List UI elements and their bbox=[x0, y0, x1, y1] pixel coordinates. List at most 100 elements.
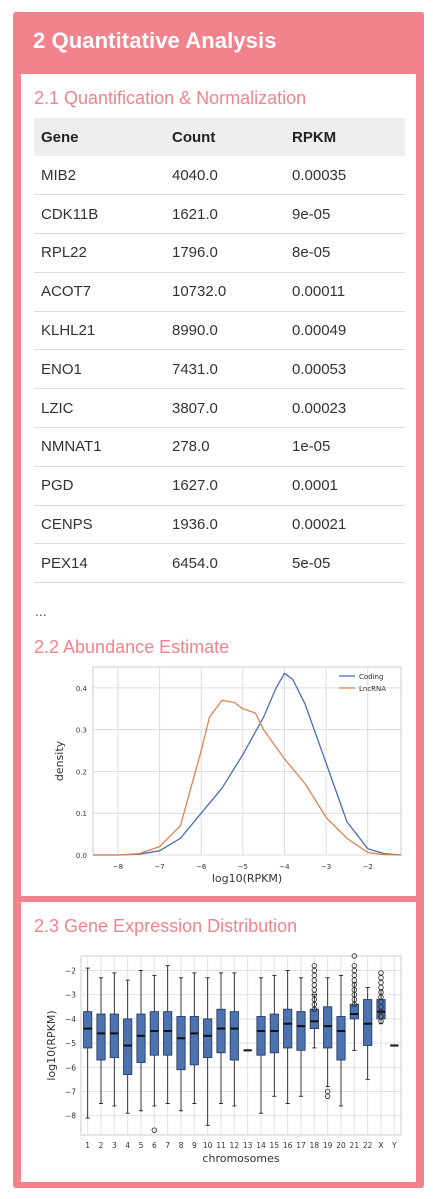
count-cell: 1621.0 bbox=[165, 194, 285, 235]
x-tick-label: −6 bbox=[196, 863, 207, 871]
box-14 bbox=[256, 1016, 266, 1056]
x-tick-label: −4 bbox=[279, 863, 290, 871]
x-tick-label: X bbox=[378, 1141, 383, 1150]
rpkm-cell: 5e-05 bbox=[285, 543, 405, 584]
y-tick-label: 0.1 bbox=[76, 810, 87, 818]
gene-cell: CENPS bbox=[34, 505, 165, 545]
y-tick-label: −3 bbox=[65, 991, 76, 1000]
outlier-point bbox=[378, 1018, 384, 1025]
quantification-table: Gene Count RPKM MIB2 4040.0 0.00035 CDK11B 1… bbox=[34, 118, 405, 584]
x-tick-label: 8 bbox=[179, 1141, 184, 1150]
table-row: LZIC 3807.0 0.00023 bbox=[34, 388, 405, 429]
box-16 bbox=[283, 1008, 293, 1049]
gene-cell: LZIC bbox=[34, 388, 165, 429]
gene-cell: NMNAT1 bbox=[34, 427, 165, 467]
section-title: 2 Quantitative Analysis bbox=[33, 28, 277, 53]
density-chart: −8 −7 −6 −5 −4 −3 −2 0.0 0.1 0.2 0.3 0.4 Coding LncRN… bbox=[53, 666, 402, 885]
outlier-point bbox=[351, 953, 358, 959]
table-row: PEX14 6454.0 5e-05 bbox=[34, 543, 405, 584]
y-tick-label: 0.0 bbox=[76, 852, 87, 860]
table-header-row: Gene Count RPKM bbox=[34, 118, 405, 156]
table-row: ACOT7 10732.0 0.00011 bbox=[34, 272, 405, 312]
count-cell: 6454.0 bbox=[165, 543, 285, 584]
x-axis-label: log10(RPKM) bbox=[212, 872, 282, 885]
gene-cell: RPL22 bbox=[34, 233, 165, 273]
gene-cell: MIB2 bbox=[34, 156, 165, 196]
x-tick-label: −2 bbox=[363, 863, 373, 871]
box-22 bbox=[363, 999, 373, 1046]
density-line-lncrna bbox=[93, 699, 402, 856]
column-header-rpkm: RPKM bbox=[285, 118, 405, 156]
outlier-point bbox=[311, 1006, 318, 1012]
rpkm-cell: 0.0001 bbox=[285, 466, 405, 506]
x-tick-label: 17 bbox=[296, 1141, 306, 1150]
x-tick-label: 22 bbox=[363, 1141, 373, 1150]
rpkm-cell: 0.00023 bbox=[285, 388, 405, 429]
rpkm-cell: 0.00035 bbox=[285, 156, 405, 196]
box-20 bbox=[336, 1016, 346, 1061]
x-tick-label: −8 bbox=[113, 863, 123, 871]
y-axis-label: log10(RPKM) bbox=[45, 1010, 58, 1080]
box-8 bbox=[176, 1016, 186, 1071]
count-cell: 278.0 bbox=[165, 427, 285, 467]
box-1 bbox=[83, 1011, 93, 1049]
x-tick-label: 20 bbox=[336, 1141, 346, 1150]
x-tick-label: 1 bbox=[85, 1141, 90, 1150]
rpkm-cell: 0.00021 bbox=[285, 505, 405, 545]
plot-area bbox=[92, 666, 402, 856]
legend-label: LncRNA bbox=[359, 685, 386, 693]
y-tick-label: −5 bbox=[65, 1039, 76, 1048]
abundance-panel: 2.2 Abundance Estimate −8 −7 −6 −5 −4 −3 −2 0.0… bbox=[21, 623, 416, 896]
outlier-point bbox=[151, 1127, 158, 1133]
table-row: ENO1 7431.0 0.00053 bbox=[34, 349, 405, 390]
box-17 bbox=[296, 1011, 306, 1051]
quantitative-analysis-card: 2 Quantitative Analysis 2.1 Quantificati… bbox=[13, 12, 424, 1188]
y-tick-label: −6 bbox=[65, 1063, 76, 1072]
gene-cell: ENO1 bbox=[34, 349, 165, 390]
box-11 bbox=[216, 1008, 226, 1054]
y-tick-label: −4 bbox=[65, 1015, 76, 1024]
box-5 bbox=[136, 1013, 146, 1063]
x-tick-label: 2 bbox=[99, 1141, 104, 1150]
gene-cell: KLHL21 bbox=[34, 311, 165, 351]
gene-cell: PEX14 bbox=[34, 543, 165, 584]
rpkm-cell: 9e-05 bbox=[285, 194, 405, 235]
count-cell: 10732.0 bbox=[165, 272, 285, 312]
count-cell: 1936.0 bbox=[165, 505, 285, 545]
table-row: MIB2 4040.0 0.00035 bbox=[34, 156, 405, 196]
count-cell: 7431.0 bbox=[165, 349, 285, 390]
table-row: CDK11B 1621.0 9e-05 bbox=[34, 194, 405, 235]
table-row: RPL22 1796.0 8e-05 bbox=[34, 233, 405, 273]
x-tick-label: 4 bbox=[125, 1141, 130, 1150]
rpkm-cell: 0.00011 bbox=[285, 272, 405, 312]
more-rows-ellipsis: ... bbox=[35, 603, 47, 619]
x-tick-label: −7 bbox=[154, 863, 164, 871]
x-tick-label: 6 bbox=[152, 1141, 157, 1150]
box-12 bbox=[229, 1011, 239, 1061]
x-tick-label: 3 bbox=[112, 1141, 117, 1150]
x-tick-label: Y bbox=[391, 1141, 397, 1150]
gene-cell: PGD bbox=[34, 466, 165, 506]
box-6 bbox=[149, 1011, 159, 1056]
x-tick-label: 16 bbox=[283, 1141, 293, 1150]
box-4 bbox=[123, 1018, 133, 1075]
box-9 bbox=[189, 1016, 199, 1066]
table-row: NMNAT1 278.0 1e-05 bbox=[34, 427, 405, 467]
x-tick-label: 14 bbox=[256, 1141, 266, 1150]
count-cell: 4040.0 bbox=[165, 156, 285, 196]
x-axis-label: chromosomes bbox=[202, 1152, 279, 1165]
rpkm-cell: 0.00049 bbox=[285, 311, 405, 351]
x-tick-label: 15 bbox=[270, 1141, 280, 1150]
table-row: KLHL21 8990.0 0.00049 bbox=[34, 311, 405, 351]
box-2 bbox=[96, 1013, 106, 1061]
box-19 bbox=[323, 1006, 333, 1049]
x-tick-label: −3 bbox=[321, 863, 331, 871]
outlier-point bbox=[324, 1093, 331, 1099]
gene-cell: CDK11B bbox=[34, 194, 165, 235]
x-tick-label: 11 bbox=[216, 1141, 226, 1150]
gene-cell: ACOT7 bbox=[34, 272, 165, 312]
x-tick-label: 13 bbox=[243, 1141, 253, 1150]
column-header-gene: Gene bbox=[34, 118, 165, 156]
rpkm-cell: 8e-05 bbox=[285, 233, 405, 273]
